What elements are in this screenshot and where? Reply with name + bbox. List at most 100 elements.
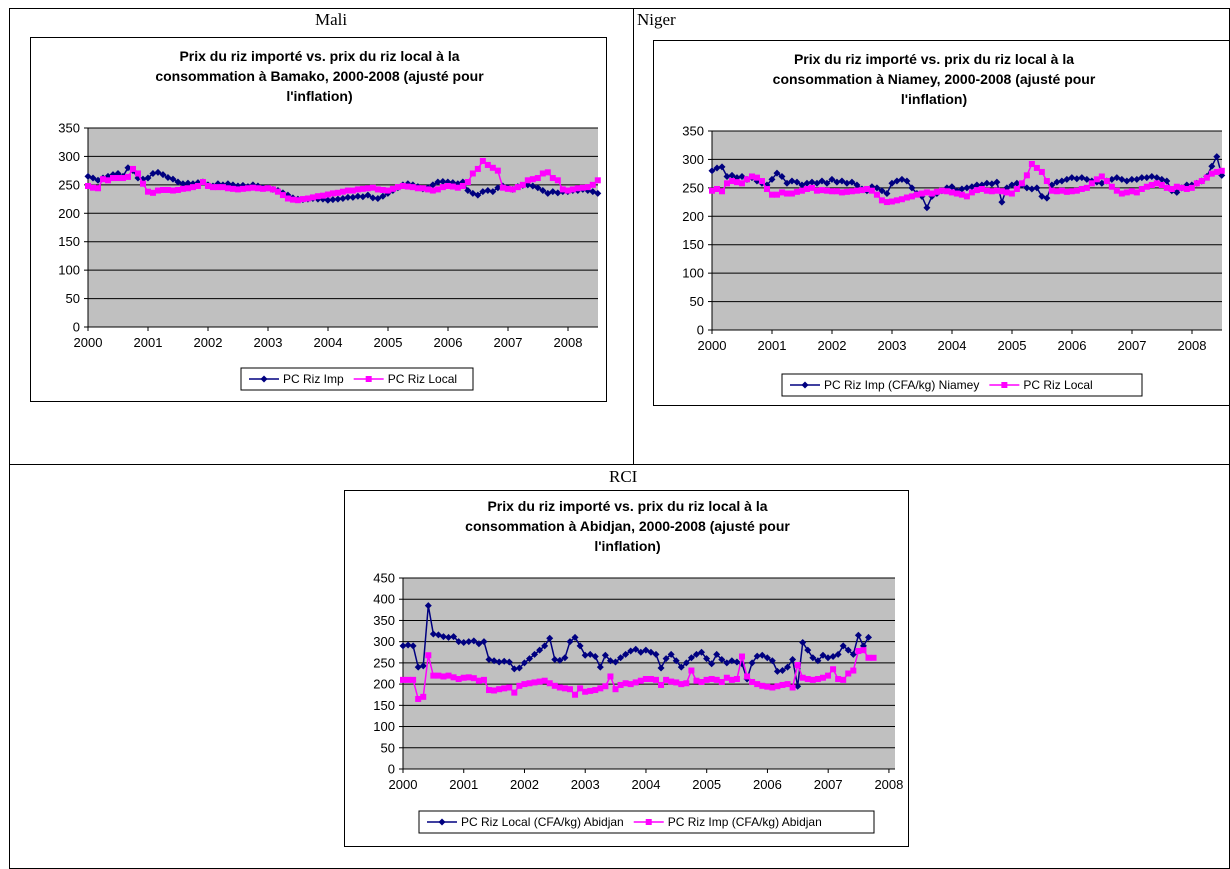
data-point xyxy=(898,175,906,183)
chart-niamey: Prix du riz importé vs. prix du riz loca… xyxy=(653,40,1230,406)
y-tick-label: 150 xyxy=(682,237,704,252)
table-vertical-divider xyxy=(633,8,634,465)
data-point xyxy=(494,167,501,174)
data-point xyxy=(409,642,417,650)
data-point xyxy=(893,197,900,204)
data-point xyxy=(983,187,990,194)
data-point xyxy=(948,183,956,191)
data-point xyxy=(642,646,650,654)
data-point xyxy=(848,188,855,195)
data-point xyxy=(551,655,559,663)
data-point xyxy=(993,187,1000,194)
data-point xyxy=(572,691,579,698)
data-point xyxy=(1083,184,1090,191)
data-point xyxy=(850,667,857,674)
data-point xyxy=(768,191,775,198)
table-horizontal-divider xyxy=(9,464,1230,465)
data-point xyxy=(973,181,981,189)
data-point xyxy=(184,185,191,192)
data-point xyxy=(561,654,569,662)
data-point xyxy=(1073,175,1081,183)
data-point xyxy=(349,187,356,194)
data-point xyxy=(510,665,518,673)
data-point xyxy=(546,634,554,642)
y-tick-label: 200 xyxy=(58,206,80,221)
data-point xyxy=(978,185,985,192)
data-point xyxy=(379,186,386,193)
data-point xyxy=(480,676,487,683)
data-point xyxy=(521,681,528,688)
data-point xyxy=(209,184,216,191)
data-point xyxy=(749,678,756,685)
data-point xyxy=(870,654,877,661)
data-point xyxy=(344,187,351,194)
data-point xyxy=(1088,180,1095,187)
data-point xyxy=(324,196,332,204)
data-point xyxy=(819,674,826,681)
data-point xyxy=(139,180,146,187)
data-point xyxy=(713,650,721,658)
x-tick-label: 2007 xyxy=(494,335,523,350)
chart-abidjan: Prix du riz importé vs. prix du riz loca… xyxy=(344,490,909,847)
data-point xyxy=(703,655,711,663)
data-point xyxy=(968,189,975,196)
data-point xyxy=(718,163,726,171)
data-point xyxy=(913,191,920,198)
data-point xyxy=(642,676,649,683)
data-point xyxy=(1213,168,1220,175)
data-point xyxy=(825,672,832,679)
data-point xyxy=(845,670,852,677)
data-point xyxy=(539,170,546,177)
data-point xyxy=(1033,164,1040,171)
data-point xyxy=(520,659,528,667)
data-point xyxy=(698,648,706,656)
data-point xyxy=(814,676,821,683)
data-point xyxy=(424,602,432,610)
legend-marker xyxy=(438,818,446,826)
data-point xyxy=(1053,178,1061,186)
data-point xyxy=(718,188,725,195)
x-tick-label: 2006 xyxy=(753,777,782,792)
x-tick-label: 2004 xyxy=(938,338,967,353)
data-point xyxy=(622,650,630,658)
data-point xyxy=(435,672,442,679)
data-point xyxy=(455,638,463,646)
data-point xyxy=(434,186,441,193)
data-point xyxy=(1198,178,1205,185)
data-point xyxy=(189,184,196,191)
data-point xyxy=(803,179,811,187)
data-point xyxy=(602,683,609,690)
x-tick-label: 2003 xyxy=(878,338,907,353)
data-point xyxy=(873,184,881,192)
data-point xyxy=(808,184,815,191)
data-point xyxy=(149,169,157,177)
data-point xyxy=(893,177,901,185)
data-point xyxy=(923,204,931,212)
data-point xyxy=(713,185,720,192)
data-point xyxy=(788,177,796,185)
data-point xyxy=(505,658,513,666)
data-point xyxy=(1138,185,1145,192)
data-point xyxy=(549,188,557,196)
data-point xyxy=(1143,183,1150,190)
data-point xyxy=(728,171,736,179)
data-point xyxy=(500,657,508,665)
y-tick-label: 50 xyxy=(690,294,704,309)
data-point xyxy=(364,185,371,192)
data-point xyxy=(314,193,321,200)
y-tick-label: 250 xyxy=(373,655,395,670)
data-point xyxy=(444,182,451,189)
data-point xyxy=(184,179,192,187)
data-point xyxy=(799,639,807,647)
data-point xyxy=(733,676,740,683)
data-point xyxy=(898,196,905,203)
data-point xyxy=(828,175,836,183)
data-point xyxy=(1068,174,1076,182)
data-point xyxy=(888,198,895,205)
data-point xyxy=(793,188,800,195)
data-point xyxy=(149,189,156,196)
data-point xyxy=(835,676,842,683)
data-point xyxy=(544,169,551,176)
data-point xyxy=(234,186,241,193)
chart-title-line: Prix du riz importé vs. prix du riz loca… xyxy=(179,48,460,64)
